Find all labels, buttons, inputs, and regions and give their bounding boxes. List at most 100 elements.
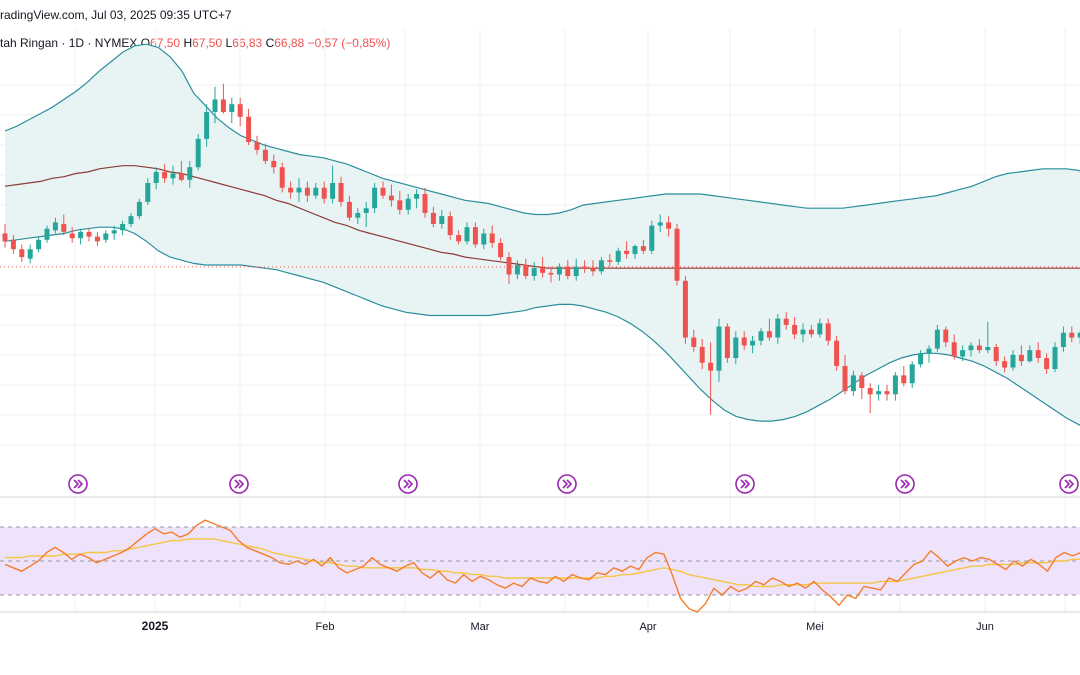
candle [708,342,714,415]
event-marker-icon[interactable] [229,474,249,494]
candle-body [1018,354,1024,362]
close-label: C [265,36,275,50]
chart-header: radingView.com, Jul 03, 2025 09:35 UTC+7… [0,0,1080,56]
event-marker-icon[interactable] [895,474,915,494]
candle [456,230,462,245]
candle-body [674,228,680,281]
event-marker-icon[interactable] [68,474,88,494]
candle [346,195,352,221]
candle [565,260,571,280]
event-marker-icon[interactable] [557,474,577,494]
candle-body [741,337,747,346]
candle-body [615,250,621,262]
candle-body [548,272,554,275]
candle-body [531,268,537,277]
candle [78,228,84,245]
open-label: O [140,36,151,50]
event-marker-icon[interactable] [735,474,755,494]
candle-body [78,231,84,239]
candle [1002,356,1008,373]
candle-body [1052,347,1058,370]
event-marker-icon[interactable] [1059,474,1079,494]
candle [943,326,949,347]
candle-body [640,246,646,251]
candle [892,372,898,401]
candle-body [279,167,285,188]
event-marker-icon[interactable] [398,474,418,494]
candle [783,312,789,330]
candle [766,318,772,341]
candle [993,343,999,366]
candle [540,257,546,278]
candle-body [691,337,697,347]
rsi-indicator [4,519,1080,613]
candle [111,225,117,240]
rsi-ma-line [5,538,1080,588]
event-markers [68,474,1079,494]
candle-body [514,265,520,275]
candle-body [825,323,831,341]
candle-body [229,104,235,113]
candle-body [304,187,310,196]
event-marker-arrow [900,479,911,489]
candle [288,181,294,199]
rsi-line [4,519,1080,613]
candle [976,339,982,354]
candle-body [464,227,470,242]
candle-body [792,324,798,335]
candle [246,108,252,146]
bb-fill [5,44,1080,426]
candle [817,318,823,338]
low-label: L [225,36,233,50]
candle [556,263,562,281]
candle-body [346,201,352,218]
candle [691,329,697,352]
candle [372,183,378,213]
candle-body [388,195,394,201]
candle [590,260,596,277]
candle [204,104,210,147]
candle [2,224,8,248]
candle-body [187,167,193,180]
candle [724,323,730,363]
source-timestamp: radingView.com, Jul 03, 2025 09:35 UTC+7 [0,8,232,22]
candle [733,331,739,365]
symbol-label[interactable]: tah Ringan · 1D · NYMEX [0,36,138,50]
candle [237,97,243,127]
candle [758,328,764,346]
candle [775,313,781,344]
candle-body [136,201,142,217]
x-tick-label: Apr [639,621,656,633]
candle [464,222,470,245]
candle [573,258,579,281]
candle [128,212,134,228]
candle [934,324,940,352]
candle-body [783,318,789,325]
candle [195,134,201,171]
candle [716,318,722,382]
candle-body [708,362,714,371]
candle-body [817,323,823,335]
candle [10,235,16,254]
candle [330,165,336,204]
event-marker-arrow [73,479,84,489]
candle [674,224,680,286]
candle-body [430,212,436,224]
candle-body [590,268,596,272]
high-label: H [183,36,193,50]
candle-body [842,365,848,392]
candle-body [220,99,226,113]
candle-body [372,187,378,209]
candle [254,135,260,155]
candle-body [414,194,420,199]
candle-body [355,212,361,218]
candle [422,187,428,218]
candle [909,361,915,388]
candle-body [27,249,33,259]
candle [792,317,798,340]
candle-body [859,375,865,388]
candle [405,194,411,215]
candle [523,258,529,280]
candle [388,184,394,207]
